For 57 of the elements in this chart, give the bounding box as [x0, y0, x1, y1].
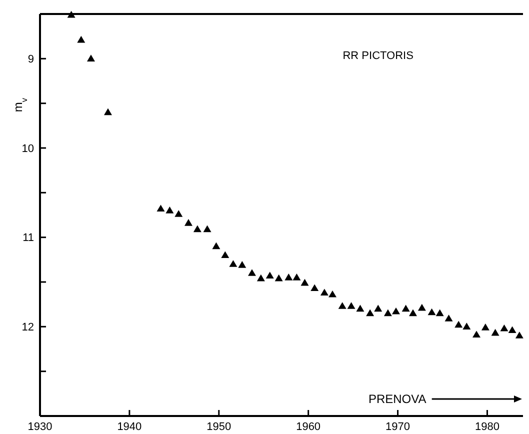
point	[491, 328, 500, 336]
point	[374, 304, 382, 312]
point	[193, 225, 202, 232]
x-tick-label: 1930	[28, 421, 52, 433]
x-tick-label: 1960	[296, 421, 321, 433]
point	[462, 322, 471, 330]
point	[384, 309, 392, 316]
point	[248, 269, 256, 276]
y-tick-label: 10	[22, 142, 34, 155]
point	[86, 54, 95, 62]
point	[256, 274, 265, 282]
point	[347, 302, 356, 309]
annotation: RR PICTORIS	[342, 50, 414, 62]
point	[184, 219, 192, 226]
x-tick-label: 1950	[206, 421, 232, 433]
point	[481, 324, 490, 330]
point	[418, 304, 426, 311]
point	[310, 284, 319, 292]
point	[472, 330, 480, 338]
point	[366, 309, 374, 316]
annotation: PRENOVA	[368, 392, 426, 406]
point	[238, 261, 246, 268]
point	[274, 274, 283, 282]
point	[428, 308, 436, 316]
point	[77, 36, 86, 43]
point	[392, 307, 400, 314]
point	[221, 251, 230, 258]
point	[156, 204, 165, 212]
point	[320, 288, 328, 296]
point	[212, 242, 220, 250]
y-tick-label: 11	[22, 232, 34, 244]
point	[67, 10, 76, 18]
point	[284, 274, 293, 280]
point	[104, 108, 112, 116]
point	[174, 210, 183, 217]
point	[338, 302, 346, 309]
point	[515, 332, 524, 338]
x-tick-label: 1980	[474, 421, 500, 433]
y-tick-label: 9	[28, 54, 34, 66]
point	[356, 304, 364, 312]
point	[266, 272, 274, 279]
x-tick-label: 1940	[117, 421, 142, 433]
point	[292, 274, 301, 280]
x-tick-label: 1970	[386, 421, 410, 433]
point	[203, 225, 212, 232]
point	[508, 326, 516, 334]
y-tick-label: 12	[22, 322, 34, 334]
point	[444, 314, 453, 322]
point	[300, 278, 309, 286]
point	[229, 260, 238, 267]
point	[328, 290, 336, 298]
point	[166, 206, 174, 214]
point	[408, 309, 417, 316]
point	[454, 320, 463, 328]
point	[500, 324, 508, 332]
point	[402, 304, 410, 312]
point	[436, 309, 444, 316]
